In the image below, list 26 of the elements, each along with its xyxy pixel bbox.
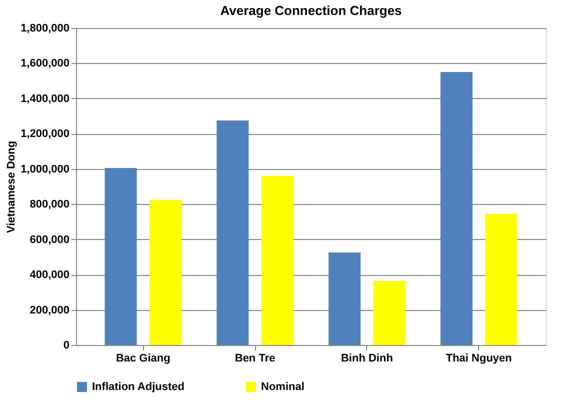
chart-title: Average Connection Charges bbox=[220, 3, 402, 18]
x-tick-label: Ben Tre bbox=[234, 352, 276, 364]
y-tick-label: 1,200,000 bbox=[20, 128, 70, 140]
bar bbox=[104, 168, 137, 345]
bar bbox=[216, 120, 249, 345]
bar bbox=[261, 176, 294, 345]
bar bbox=[373, 280, 406, 345]
y-tick-label: 200,000 bbox=[30, 304, 70, 316]
bar bbox=[485, 214, 518, 345]
x-tick-label: Thai Nguyen bbox=[446, 352, 512, 364]
y-tick-label: 600,000 bbox=[30, 234, 70, 246]
x-tick-label: Bac Giang bbox=[116, 352, 170, 364]
y-tick-label: 1,600,000 bbox=[20, 58, 70, 70]
x-tick-label: Binh Dinh bbox=[340, 352, 394, 364]
y-tick-label: 0 bbox=[63, 340, 70, 352]
bar bbox=[440, 72, 472, 345]
y-tick-label: 800,000 bbox=[30, 198, 70, 211]
legend-label: Inflation Adjusted bbox=[92, 381, 184, 393]
legend-label: Nominal bbox=[261, 381, 304, 393]
bar bbox=[150, 200, 182, 345]
y-tick-label: 400,000 bbox=[30, 269, 70, 282]
y-tick-label: 1,000,000 bbox=[20, 163, 70, 176]
bar bbox=[328, 252, 361, 345]
y-tick-label: 1,800,000 bbox=[20, 22, 70, 34]
y-tick-label: 1,400,000 bbox=[20, 92, 70, 105]
y-axis-title: Vietnamese Dong bbox=[6, 140, 18, 234]
